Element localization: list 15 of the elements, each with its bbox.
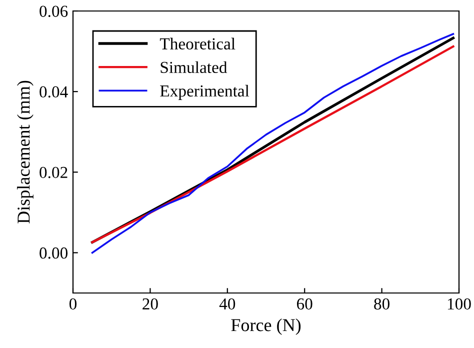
- legend-label: Theoretical: [160, 38, 236, 50]
- y-tick-label: 0.04: [40, 86, 68, 98]
- y-tick-label: 0.00: [40, 247, 68, 259]
- y-axis-title: Displacement (mm): [17, 80, 34, 224]
- y-tick-label: 0.06: [40, 6, 68, 18]
- x-tick-label: 0: [69, 298, 77, 310]
- legend-label: Simulated: [160, 61, 228, 74]
- x-tick-label: 60: [296, 298, 312, 310]
- x-axis-title: Force (N): [231, 318, 301, 335]
- x-tick-label: 40: [219, 298, 236, 310]
- x-tick-label: 80: [374, 298, 390, 310]
- legend-label: Experimental: [160, 84, 250, 100]
- x-tick-label: 20: [142, 298, 158, 310]
- x-tick-label: 100: [448, 298, 471, 310]
- y-tick-label: 0.02: [40, 166, 68, 178]
